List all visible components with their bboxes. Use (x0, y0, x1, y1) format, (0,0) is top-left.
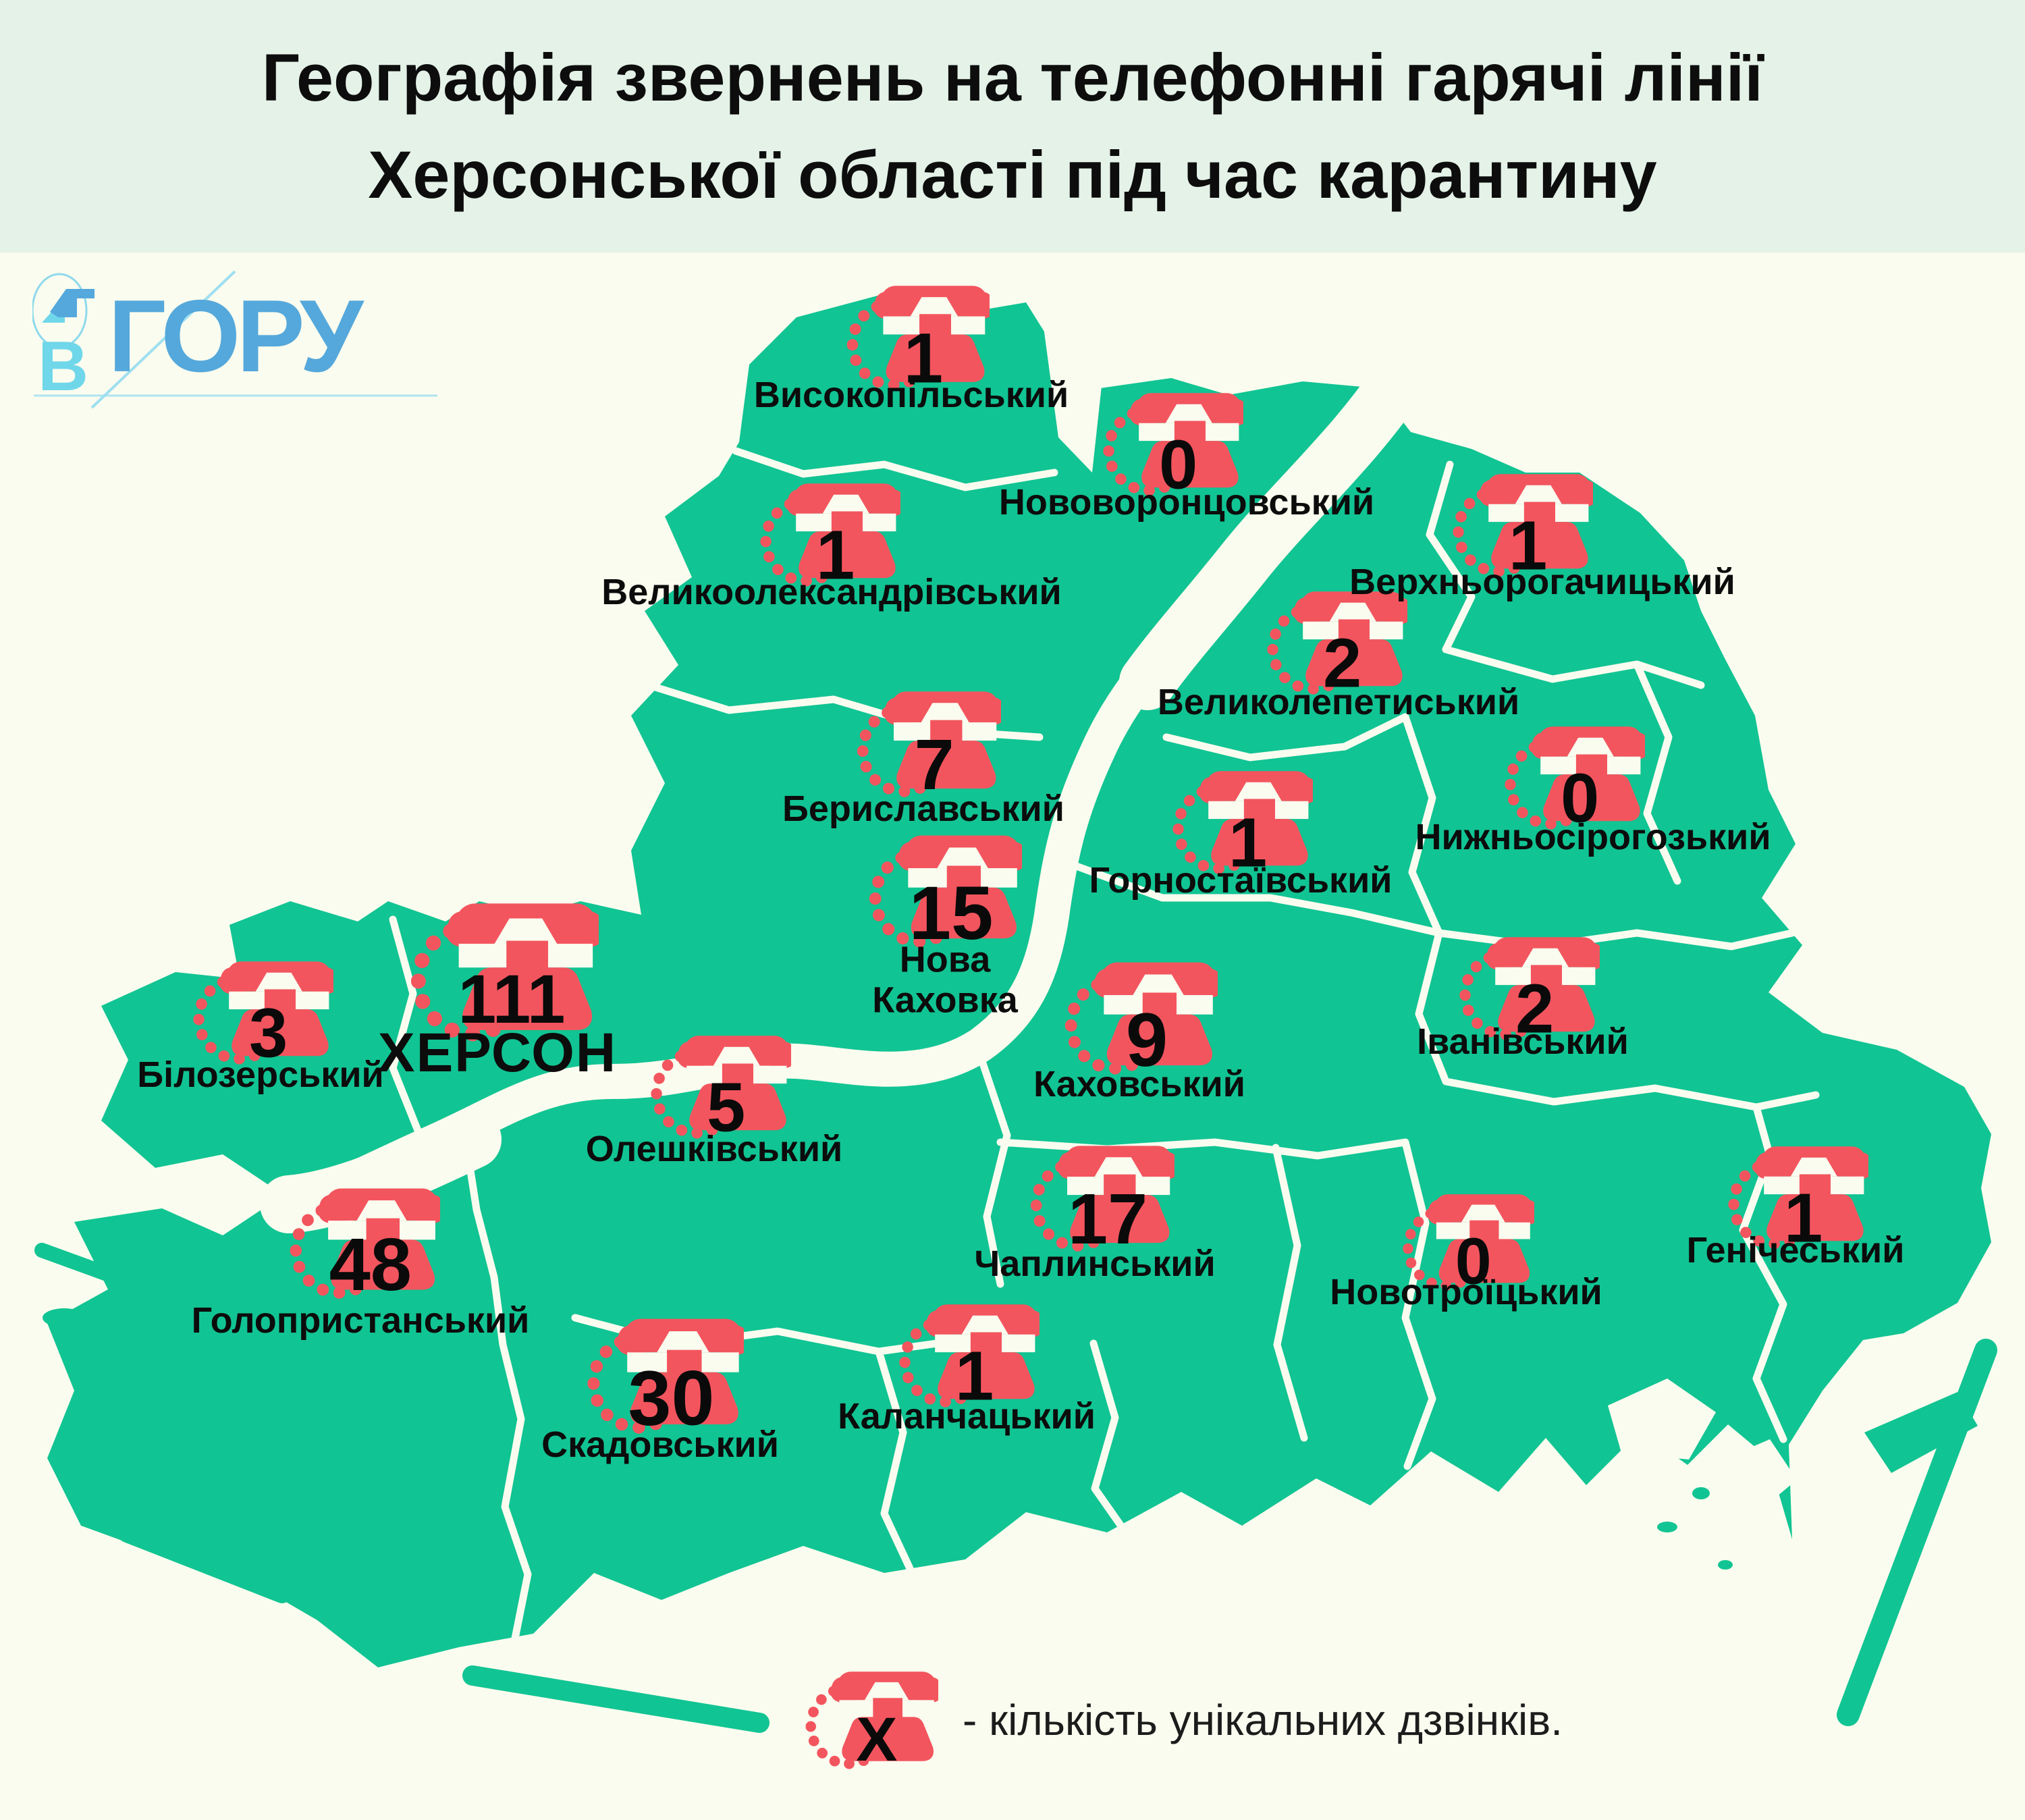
call-count: 9 (1125, 997, 1168, 1082)
district-label: Каховський (1033, 1063, 1245, 1104)
district-marker: 0 (1494, 724, 1645, 837)
page-title-line1: Географія звернень на телефонні гарячі л… (261, 40, 1764, 115)
district-label: Генічеський (1686, 1229, 1905, 1270)
logo-emblem-flag (50, 289, 94, 317)
district-marker: 15 (857, 833, 1022, 955)
kakhovka-reservoir (1119, 340, 1436, 710)
call-count: 15 (909, 870, 994, 955)
district-marker: 1 (1162, 769, 1313, 882)
call-count: 1 (955, 1337, 994, 1415)
district-marker: 1 (1717, 1144, 1868, 1257)
district-label: ХЕРСОН (377, 1022, 618, 1084)
district-marker: 0 (1092, 391, 1243, 504)
legend-symbol: X (856, 1705, 898, 1774)
district-borders (389, 447, 1820, 1646)
kinburn-islet (43, 1308, 86, 1327)
district-label: Олешківський (585, 1128, 843, 1169)
district-label: Великоолександрівський (601, 571, 1062, 612)
district-marker: 1 (836, 284, 990, 398)
sivash-islet (1692, 1487, 1710, 1499)
dzharylhach-island (462, 1665, 770, 1733)
district-label: Чаплинський (974, 1243, 1216, 1284)
legend-phone: X (795, 1669, 938, 1771)
north-notch (1038, 287, 1112, 473)
call-count: 3 (249, 994, 288, 1072)
district-label: Новотроїцький (1330, 1271, 1602, 1312)
district-marker: 9 (1053, 960, 1218, 1082)
district-label: Нововоронцовський (998, 481, 1375, 523)
district-marker: 5 (640, 1034, 791, 1146)
call-count: 0 (1561, 759, 1600, 837)
logo-word-goru: ГОРУ (108, 279, 364, 394)
district-label: Нижньосірогозький (1415, 816, 1771, 857)
call-count: 2 (1323, 624, 1362, 702)
district-label: Каланчацький (838, 1395, 1096, 1437)
district-marker: 0 (1393, 1192, 1534, 1298)
call-count: 1 (1509, 506, 1548, 585)
call-count: 1 (1228, 803, 1268, 882)
call-count: 48 (329, 1223, 412, 1307)
call-count: 1 (816, 516, 855, 594)
district-label: Голопристанський (191, 1300, 530, 1341)
kinburn-spit (34, 1243, 124, 1285)
district-label: Верхньорогачицький (1349, 561, 1735, 602)
district-marker: 17 (1019, 1144, 1174, 1259)
call-count: 5 (707, 1068, 746, 1146)
district-marker: 7 (846, 689, 1001, 805)
district-label: Бериславський (782, 788, 1064, 829)
call-count: 1 (903, 319, 944, 398)
district-marker: 30 (575, 1316, 744, 1441)
title-banner: Географія звернень на телефонні гарячі л… (0, 0, 2025, 252)
call-count: 0 (1159, 425, 1198, 504)
logo-letter-v: В (38, 327, 88, 406)
call-count: 17 (1068, 1179, 1148, 1259)
district-marker: 2 (1449, 935, 1600, 1048)
district-label: Високопільський (753, 374, 1069, 415)
call-count: 7 (914, 724, 954, 805)
district-label: Великолепетиський (1157, 681, 1520, 722)
district-label: Горностаївський (1089, 859, 1393, 901)
sivash-lagoon (1608, 1379, 1716, 1460)
arabat-spit-head (1864, 1392, 1978, 1473)
legend: X - кількість унікальних дзвінків. (795, 1653, 1563, 1788)
district-marker: 3 (182, 959, 333, 1072)
call-count: 30 (628, 1355, 715, 1441)
tendra-spit (118, 1525, 291, 1603)
district-marker: 48 (278, 1186, 440, 1307)
district-label: Іванівський (1417, 1021, 1629, 1062)
sivash-lagoon (1716, 1439, 1797, 1514)
district-marker: 1 (1442, 472, 1593, 585)
call-count: 2 (1515, 969, 1555, 1048)
district-marker: 111 (396, 901, 599, 1044)
district-marker: 2 (1256, 589, 1407, 702)
call-count: 111 (458, 961, 566, 1038)
sivash-islet (1718, 1560, 1733, 1570)
sivash-islet (1657, 1522, 1677, 1532)
district-label: Скадовський (541, 1424, 779, 1465)
call-count: 0 (1455, 1224, 1492, 1298)
dnipro-estuary (260, 1110, 502, 1233)
district-marker: 1 (749, 481, 900, 594)
page-title-line2: Херсонської області під час карантину (368, 137, 1657, 212)
logo-diagonal (90, 270, 236, 409)
logo-ellipse (32, 273, 88, 348)
call-count: 1 (1784, 1179, 1823, 1257)
vgoru-logo: В ГОРУ (32, 270, 437, 409)
district-marker: 1 (888, 1302, 1040, 1415)
district-label: Білозерський (137, 1054, 384, 1095)
district-label: Нова Каховка (872, 939, 1018, 1021)
legend-text: - кількість унікальних дзвінків. (963, 1696, 1563, 1744)
